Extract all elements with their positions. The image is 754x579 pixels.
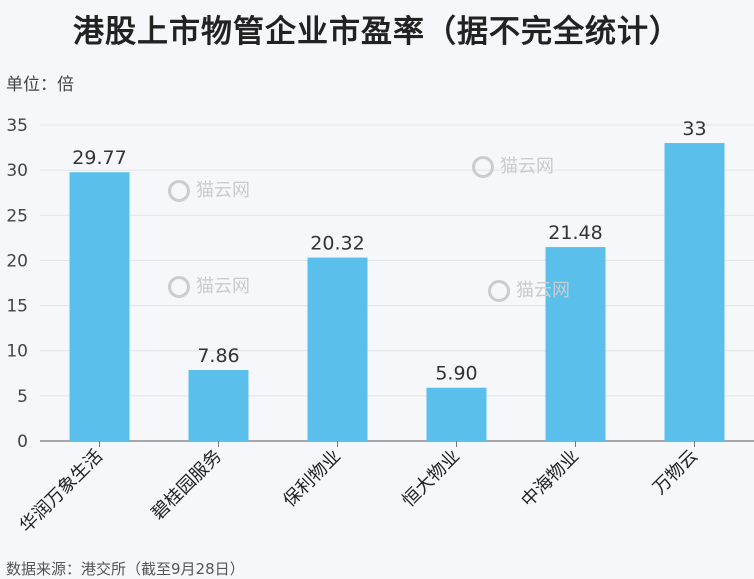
watermark: 猫云网 <box>488 276 570 302</box>
chart-title: 港股上市物管企业市盈率（据不完全统计） <box>73 14 681 50</box>
y-tick-label: 25 <box>6 206 28 226</box>
y-tick-label: 15 <box>6 297 28 317</box>
y-tick-label: 0 <box>17 432 28 452</box>
bar <box>545 247 606 441</box>
data-label: 7.86 <box>197 345 239 367</box>
watermark-logo-icon <box>168 180 190 202</box>
y-tick-label: 35 <box>6 116 28 136</box>
x-tick-label: 中海物业 <box>517 446 583 512</box>
watermark-logo-icon <box>472 156 494 178</box>
x-tick-label: 华润万象生活 <box>16 446 107 537</box>
bar <box>307 257 368 441</box>
unit-label: 单位：倍 <box>6 75 74 95</box>
x-tick-label: 保利物业 <box>279 446 345 512</box>
data-label: 20.32 <box>310 233 364 255</box>
x-tick-label: 碧桂园服务 <box>148 446 226 524</box>
watermark-logo-icon <box>168 276 190 298</box>
watermark-text: 猫云网 <box>500 156 554 177</box>
y-tick-label: 30 <box>6 161 28 181</box>
source-note: 数据来源：港交所（截至9月28日） <box>6 560 245 578</box>
x-tick-label: 恒大物业 <box>398 446 464 512</box>
watermark-logo-icon <box>488 280 510 302</box>
data-label: 5.90 <box>435 363 477 385</box>
watermark: 猫云网 <box>168 176 250 202</box>
watermark-text: 猫云网 <box>516 280 570 301</box>
x-tick-label: 万物云 <box>649 446 702 499</box>
data-label: 29.77 <box>72 147 126 169</box>
y-tick-label: 5 <box>17 387 28 407</box>
watermark: 猫云网 <box>472 152 554 178</box>
bar <box>69 172 130 441</box>
y-tick-label: 20 <box>6 251 28 271</box>
data-label: 33 <box>682 118 706 140</box>
data-label: 21.48 <box>548 222 602 244</box>
bar <box>426 387 487 441</box>
y-tick-label: 10 <box>6 342 28 362</box>
watermark-text: 猫云网 <box>196 180 250 201</box>
watermark: 猫云网 <box>168 272 250 298</box>
bar <box>664 143 725 442</box>
bar <box>188 370 249 441</box>
watermark-text: 猫云网 <box>196 276 250 297</box>
